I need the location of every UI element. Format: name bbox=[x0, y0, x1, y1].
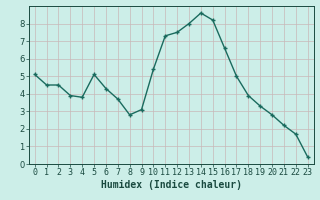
X-axis label: Humidex (Indice chaleur): Humidex (Indice chaleur) bbox=[101, 180, 242, 190]
